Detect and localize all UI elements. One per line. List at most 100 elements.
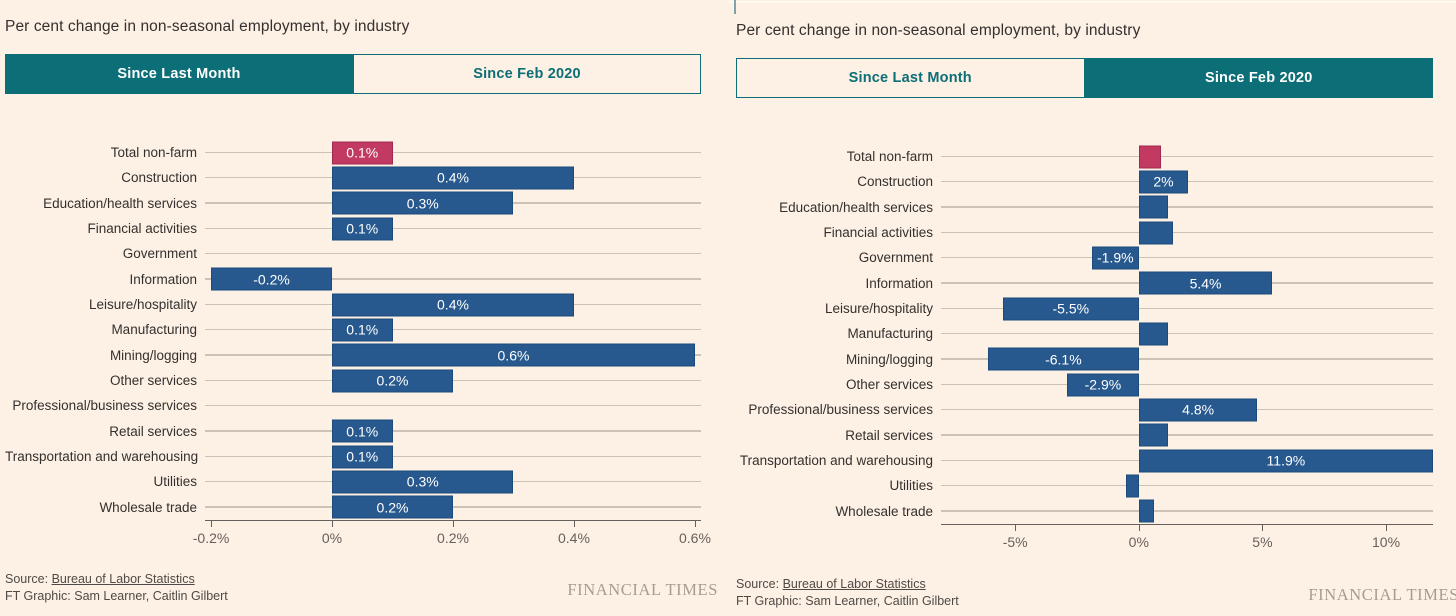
tab-since-last-month[interactable]: Since Last Month — [736, 58, 1085, 98]
category-label-wholesale-trade: Wholesale trade — [835, 503, 933, 519]
axis-tick — [453, 519, 454, 527]
chart-row: Transportation and warehousing 0.1% — [5, 444, 701, 469]
tab-since-feb-2020[interactable]: Since Feb 2020 — [1084, 58, 1433, 98]
chart-row: Financial activities — [736, 220, 1433, 245]
bar-retail-services — [1138, 423, 1169, 447]
bar-value-label: 0.4% — [437, 169, 469, 186]
bar-value-label: 0.1% — [346, 448, 379, 465]
chart-row: Wholesale trade 0.2% — [5, 495, 701, 520]
bar-financial-activities: 0.1% — [332, 217, 393, 241]
category-label-leisure-hospitality: Leisure/hospitality — [88, 297, 197, 313]
gridline — [941, 510, 1433, 512]
row-plot: 11.9% — [941, 448, 1433, 473]
bar-value-label: 0.6% — [497, 347, 530, 364]
bar-construction: 2% — [1138, 170, 1189, 194]
source-line: Source: Bureau of Labor Statistics — [736, 576, 959, 593]
chart-row: Other services -2.9% — [736, 372, 1433, 397]
row-plot — [941, 473, 1433, 498]
bar-utilities: 0.3% — [332, 470, 514, 494]
bar-total-non-farm — [1138, 145, 1162, 169]
axis-tick — [694, 519, 696, 527]
category-label-utilities: Utilities — [153, 474, 197, 490]
axis-tick-label: -5% — [1002, 533, 1028, 550]
row-plot: -5.5% — [941, 296, 1433, 321]
gridline — [941, 307, 1433, 310]
gridline — [205, 430, 701, 432]
bar-wholesale-trade — [1138, 499, 1154, 523]
category-label-other-services: Other services — [845, 377, 933, 393]
x-axis: -5% 0% 5% 10% — [736, 523, 1433, 558]
axis-tick-label: 0.4% — [558, 529, 590, 546]
chart-row: Wholesale trade — [736, 499, 1433, 524]
chart-title: Per cent change in non-seasonal employme… — [736, 21, 1141, 39]
row-plot: -6.1% — [941, 347, 1433, 372]
row-plot: 0.1% — [205, 419, 701, 444]
tab-since-feb-2020[interactable]: Since Feb 2020 — [353, 54, 701, 94]
category-label-education-health-services: Education/health services — [43, 195, 197, 211]
chart-panel-since-feb-2020: Per cent change in non-seasonal employme… — [728, 0, 1456, 616]
category-label-education-health-services: Education/health services — [779, 199, 933, 215]
chart-row: Leisure/hospitality 0.4% — [5, 292, 701, 317]
chart-row: Retail services — [736, 423, 1433, 448]
bar-leisure-hospitality: -5.5% — [1002, 297, 1139, 321]
bar-retail-services: 0.1% — [332, 419, 393, 443]
axis-plot: -0.2% 0% 0.2% 0.4% 0.6% — [193, 519, 711, 554]
gridline — [941, 434, 1433, 436]
row-plot: 0.6% — [205, 343, 701, 368]
bar-information: -0.2% — [211, 267, 333, 291]
axis-tick — [573, 519, 575, 527]
chart-row: Government -1.9% — [736, 245, 1433, 270]
source-link[interactable]: Bureau of Labor Statistics — [782, 577, 926, 591]
chart-row: Retail services 0.1% — [5, 419, 701, 444]
bar-mining-logging: 0.6% — [332, 343, 695, 367]
category-label-total-non-farm: Total non-farm — [846, 149, 933, 165]
axis-tick — [1138, 523, 1140, 531]
panel-divider — [734, 0, 736, 14]
bar-financial-activities — [1138, 221, 1174, 245]
axis-tick-label: 0.6% — [678, 529, 711, 546]
row-plot: 0.3% — [205, 469, 701, 494]
ft-wordmark: FINANCIAL TIMES — [1308, 585, 1456, 604]
row-plot: -0.2% — [205, 267, 701, 292]
chart-row: Other services 0.2% — [5, 368, 701, 393]
row-plot: 5.4% — [941, 271, 1433, 296]
bar-professional-business-services: 4.8% — [1138, 398, 1258, 422]
bar-information: 5.4% — [1138, 271, 1273, 295]
chart-row: Leisure/hospitality -5.5% — [736, 296, 1433, 321]
bar-manufacturing — [1138, 322, 1169, 346]
gridline — [205, 252, 701, 255]
row-plot: -2.9% — [941, 372, 1433, 397]
row-plot — [941, 144, 1433, 169]
row-plot: 0.3% — [205, 191, 701, 216]
gridline — [205, 227, 701, 230]
source-prefix: Source: — [736, 577, 783, 591]
axis-tick — [1015, 523, 1017, 531]
category-label-information: Information — [865, 275, 933, 291]
row-plot — [941, 195, 1433, 220]
gridline — [941, 484, 1433, 487]
bar-value-label: -5.5% — [1052, 300, 1090, 317]
bar-value-label: -0.2% — [253, 271, 290, 288]
row-plot: -1.9% — [941, 245, 1433, 270]
source-prefix: Source: — [5, 572, 52, 586]
category-label-manufacturing: Manufacturing — [847, 326, 933, 342]
bar-mining-logging: -6.1% — [987, 347, 1139, 371]
gridline — [205, 151, 701, 154]
row-plot: 0.1% — [205, 317, 701, 342]
row-plot: 0.1% — [205, 216, 701, 241]
credit-line: FT Graphic: Sam Learner, Caitlin Gilbert — [5, 588, 228, 603]
axis-tick — [1386, 523, 1388, 531]
source-link[interactable]: Bureau of Labor Statistics — [51, 572, 195, 586]
chart-row: Professional/business services 4.8% — [736, 397, 1433, 422]
tab-since-last-month[interactable]: Since Last Month — [5, 54, 353, 94]
bar-value-label: 2% — [1153, 173, 1174, 190]
bar-value-label: 0.2% — [376, 372, 409, 389]
gridline — [941, 206, 1433, 208]
tab-group: Since Last Month Since Feb 2020 — [5, 54, 701, 94]
chart-row: Total non-farm — [736, 144, 1433, 169]
chart-row: Mining/logging -6.1% — [736, 347, 1433, 372]
axis-spacer — [5, 520, 205, 554]
row-plot: 0.1% — [205, 140, 701, 165]
category-label-retail-services: Retail services — [109, 423, 197, 439]
